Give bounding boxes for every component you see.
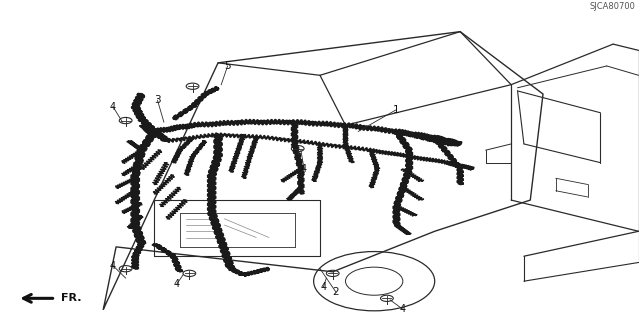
Text: 4: 4 [110,260,116,271]
Text: 4: 4 [173,279,180,289]
Text: 4: 4 [110,101,116,111]
Text: 3: 3 [154,95,161,105]
Text: 4: 4 [301,164,307,174]
Text: FR.: FR. [61,293,81,303]
Text: 1: 1 [393,105,400,115]
Text: 4: 4 [320,283,326,292]
Text: 2: 2 [333,287,339,297]
Text: 4: 4 [400,304,406,314]
Text: 5: 5 [224,61,231,71]
Text: SJCA80700: SJCA80700 [589,2,636,12]
